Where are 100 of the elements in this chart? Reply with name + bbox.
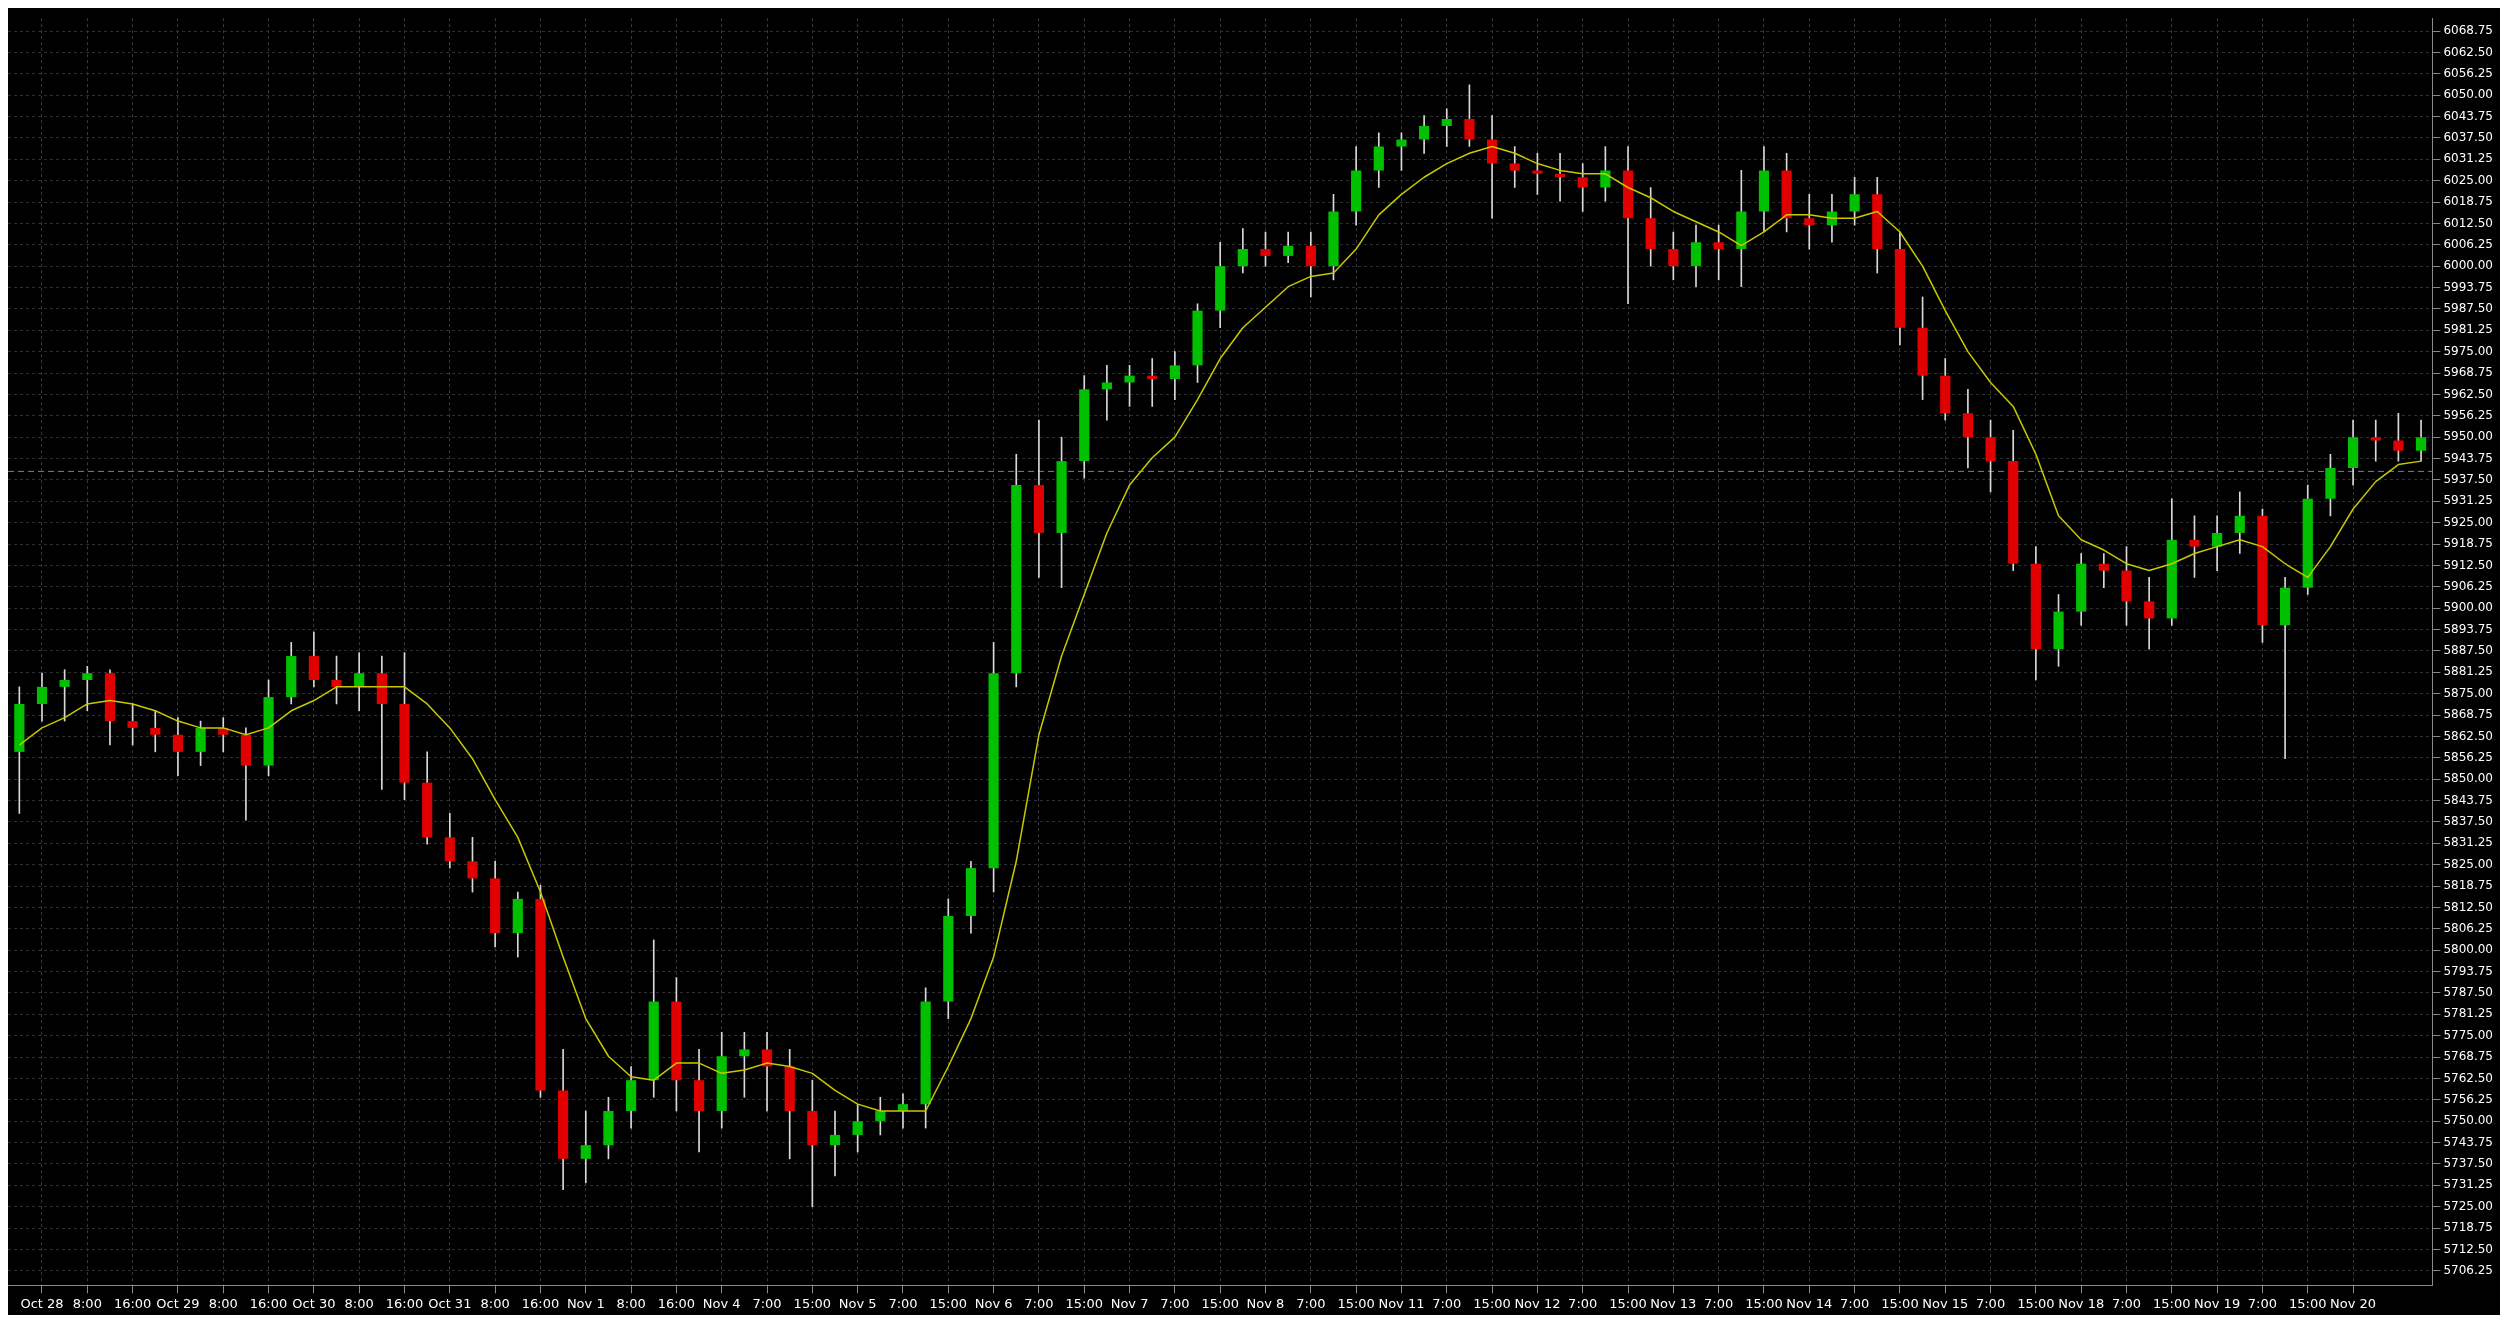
x-tick-label: Oct 29 <box>156 1295 200 1311</box>
x-tick-label: 15:00 <box>1201 1295 1239 1311</box>
candlestick <box>2098 553 2109 588</box>
y-tick-label: 5862.50 <box>2443 728 2493 743</box>
x-tick-label: 7:00 <box>1024 1295 1054 1311</box>
y-tick-label: 5750.00 <box>2443 1113 2493 1128</box>
y-tick-label: 5968.75 <box>2443 365 2493 380</box>
y-tick-label: 5956.25 <box>2443 407 2493 422</box>
candlestick <box>1804 194 1815 250</box>
x-tick-label: Oct 28 <box>20 1295 64 1311</box>
x-tick-label: 15:00 <box>1065 1295 1103 1311</box>
candlestick <box>1441 108 1452 147</box>
x-tick-label: Nov 14 <box>1786 1295 1833 1311</box>
candlestick <box>829 1110 841 1177</box>
y-tick-label: 5762.50 <box>2443 1070 2493 1085</box>
x-tick-label: 15:00 <box>929 1295 968 1311</box>
y-tick-label: 5787.50 <box>2443 985 2493 1000</box>
candlestick <box>1486 115 1498 219</box>
y-tick-label: 6031.25 <box>2443 151 2493 166</box>
y-tick-label: 5893.75 <box>2443 621 2493 636</box>
x-tick-label: 16:00 <box>249 1295 288 1311</box>
y-tick-label: 6025.00 <box>2443 172 2493 187</box>
x-tick-label: 7:00 <box>1568 1295 1598 1311</box>
x-tick-label: 15:00 <box>2017 1295 2055 1311</box>
x-tick-label: Nov 11 <box>1378 1295 1425 1311</box>
x-tick-label: 7:00 <box>1296 1295 1326 1311</box>
y-tick-label: 5768.75 <box>2443 1049 2493 1064</box>
x-tick-label: Nov 7 <box>1110 1295 1149 1311</box>
x-tick-label: 15:00 <box>1473 1295 1511 1311</box>
x-tick-label: Nov 6 <box>974 1295 1013 1311</box>
candlestick <box>82 666 93 712</box>
x-tick-label: 8:00 <box>72 1295 102 1311</box>
y-tick-label: 6062.50 <box>2443 44 2493 59</box>
x-tick-label: 16:00 <box>657 1295 696 1311</box>
candlestick <box>1101 365 1112 421</box>
y-tick-label: 5887.50 <box>2443 643 2493 658</box>
y-tick-label: 5756.25 <box>2443 1091 2493 1106</box>
x-tick-label: 7:00 <box>1160 1295 1190 1311</box>
x-tick-label: Oct 31 <box>428 1295 472 1311</box>
candlestick <box>354 652 365 712</box>
x-tick-label: Nov 12 <box>1514 1295 1561 1311</box>
y-tick-label: 5918.75 <box>2443 536 2493 551</box>
y-tick-label: 5725.00 <box>2443 1198 2493 1213</box>
candlestick <box>761 1031 773 1112</box>
y-tick-label: 5831.25 <box>2443 835 2493 850</box>
y-tick-label: 6056.25 <box>2443 65 2493 80</box>
y-tick-label: 5975.00 <box>2443 343 2493 358</box>
x-tick-label: Nov 1 <box>566 1295 605 1311</box>
x-tick-label: 7:00 <box>2247 1295 2278 1311</box>
y-tick-label: 5881.25 <box>2443 664 2493 679</box>
y-tick-label: 5806.25 <box>2443 920 2493 935</box>
x-tick-label: Nov 15 <box>1922 1295 1969 1311</box>
y-tick-label: 5793.75 <box>2443 963 2493 978</box>
y-tick-label: 5812.50 <box>2443 899 2493 914</box>
y-tick-label: 5837.50 <box>2443 814 2493 829</box>
y-tick-label: 5875.00 <box>2443 685 2493 700</box>
y-tick-label: 5950.00 <box>2443 429 2493 444</box>
y-tick-label: 5731.25 <box>2443 1177 2493 1192</box>
y-tick-label: 5981.25 <box>2443 322 2493 337</box>
x-tick-label: 7:00 <box>752 1295 782 1311</box>
x-tick-label: Nov 13 <box>1650 1295 1697 1311</box>
x-tick-label: 7:00 <box>1840 1295 1870 1311</box>
y-tick-label: 5900.00 <box>2443 600 2493 615</box>
y-tick-label: 5943.75 <box>2443 450 2493 465</box>
y-tick-label: 5912.50 <box>2443 557 2493 572</box>
x-tick-label: Nov 18 <box>2058 1295 2105 1311</box>
y-tick-label: 5718.75 <box>2443 1220 2493 1235</box>
y-tick-label: 5712.50 <box>2443 1241 2493 1256</box>
y-tick-label: 6043.75 <box>2443 108 2493 123</box>
y-tick-label: 5856.25 <box>2443 749 2493 764</box>
x-tick-label: 8:00 <box>208 1295 238 1311</box>
x-tick-label: 16:00 <box>521 1295 560 1311</box>
y-tick-label: 5818.75 <box>2443 878 2493 893</box>
x-tick-label: 7:00 <box>2111 1295 2142 1311</box>
candlestick <box>2280 577 2291 760</box>
x-tick-label: 16:00 <box>385 1295 424 1311</box>
candlestick <box>376 655 387 790</box>
x-tick-label: Nov 19 <box>2194 1295 2241 1311</box>
y-tick-label: 5925.00 <box>2443 514 2493 529</box>
x-tick-label: 8:00 <box>344 1295 374 1311</box>
y-tick-label: 5850.00 <box>2443 771 2493 786</box>
y-tick-label: 5825.00 <box>2443 856 2493 871</box>
x-tick-label: Nov 8 <box>1246 1295 1285 1311</box>
y-tick-label: 5800.00 <box>2443 942 2493 957</box>
x-tick-label: Nov 20 <box>2330 1295 2377 1311</box>
y-tick-label: 5743.75 <box>2443 1134 2493 1149</box>
y-tick-label: 5962.50 <box>2443 386 2493 401</box>
x-tick-label: Oct 30 <box>292 1295 336 1311</box>
candlestick <box>2370 419 2381 462</box>
y-tick-label: 5937.50 <box>2443 472 2493 487</box>
x-tick-label: 15:00 <box>2289 1295 2327 1311</box>
y-tick-label: 6037.50 <box>2443 130 2493 145</box>
candlestick <box>150 710 161 753</box>
x-tick-label: 15:00 <box>1881 1295 1919 1311</box>
x-tick-label: 7:00 <box>1704 1295 1734 1311</box>
y-tick-label: 5843.75 <box>2443 792 2493 807</box>
x-tick-label: 8:00 <box>480 1295 510 1311</box>
y-tick-label: 6050.00 <box>2443 87 2493 102</box>
x-tick-label: 15:00 <box>1609 1295 1647 1311</box>
x-tick-label: 8:00 <box>616 1295 646 1311</box>
